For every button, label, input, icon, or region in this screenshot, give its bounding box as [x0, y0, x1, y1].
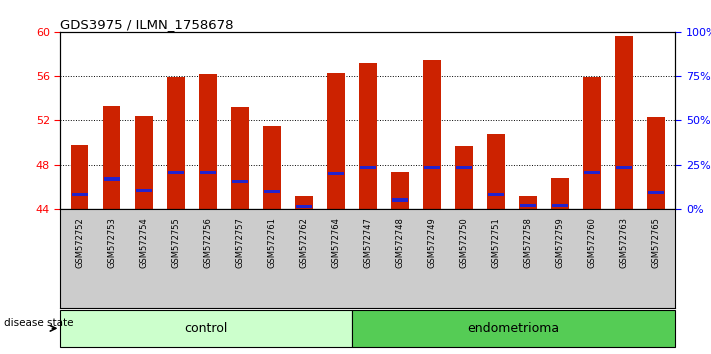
Text: GDS3975 / ILMN_1758678: GDS3975 / ILMN_1758678	[60, 18, 234, 31]
Bar	[391, 172, 409, 209]
Text: GSM572765: GSM572765	[652, 217, 661, 268]
Bar	[103, 106, 120, 209]
Text: GSM572762: GSM572762	[299, 217, 309, 268]
Bar	[71, 145, 88, 209]
Bar	[551, 178, 569, 209]
Bar	[455, 146, 473, 209]
Text: disease state: disease state	[4, 318, 73, 328]
Text: GSM572761: GSM572761	[267, 217, 277, 268]
Bar	[616, 166, 632, 170]
Text: control: control	[184, 322, 228, 335]
Bar	[72, 193, 87, 196]
Bar	[360, 166, 376, 170]
Text: GSM572752: GSM572752	[75, 217, 84, 268]
Bar	[648, 117, 665, 209]
Text: GSM572753: GSM572753	[107, 217, 116, 268]
Bar	[584, 171, 600, 174]
Text: GSM572749: GSM572749	[427, 217, 437, 268]
Bar	[359, 63, 377, 209]
Bar	[200, 171, 215, 174]
Bar	[648, 191, 664, 194]
Bar	[423, 59, 441, 209]
Bar	[135, 116, 153, 209]
Text: GSM572750: GSM572750	[459, 217, 469, 268]
Bar	[232, 180, 247, 183]
Bar	[488, 193, 504, 196]
Text: endometrioma: endometrioma	[468, 322, 560, 335]
Bar	[520, 204, 536, 207]
Bar	[519, 195, 537, 209]
Bar	[231, 107, 249, 209]
Text: GSM572756: GSM572756	[203, 217, 213, 268]
Text: GSM572764: GSM572764	[331, 217, 341, 268]
Bar	[392, 199, 408, 201]
Bar	[327, 73, 345, 209]
Bar	[424, 166, 440, 170]
Bar	[583, 77, 601, 209]
Text: GSM572751: GSM572751	[491, 217, 501, 268]
Text: GSM572758: GSM572758	[523, 217, 533, 268]
Text: GSM572754: GSM572754	[139, 217, 148, 268]
Text: GSM572763: GSM572763	[620, 217, 629, 268]
Bar	[295, 195, 313, 209]
Bar	[487, 134, 505, 209]
Text: GSM572747: GSM572747	[363, 217, 373, 268]
Text: GSM572759: GSM572759	[555, 217, 565, 268]
Bar	[616, 36, 633, 209]
Bar	[552, 204, 568, 207]
Bar	[104, 177, 119, 181]
Text: GSM572757: GSM572757	[235, 217, 245, 268]
Bar	[136, 188, 151, 192]
Bar	[264, 190, 279, 193]
Bar	[167, 77, 185, 209]
Text: GSM572748: GSM572748	[395, 217, 405, 268]
Bar	[263, 126, 281, 209]
Text: GSM572755: GSM572755	[171, 217, 181, 268]
Bar	[199, 74, 217, 209]
Text: GSM572760: GSM572760	[588, 217, 597, 268]
Bar	[168, 171, 183, 174]
Bar	[456, 166, 472, 170]
Bar	[328, 172, 344, 175]
Bar	[296, 205, 312, 208]
